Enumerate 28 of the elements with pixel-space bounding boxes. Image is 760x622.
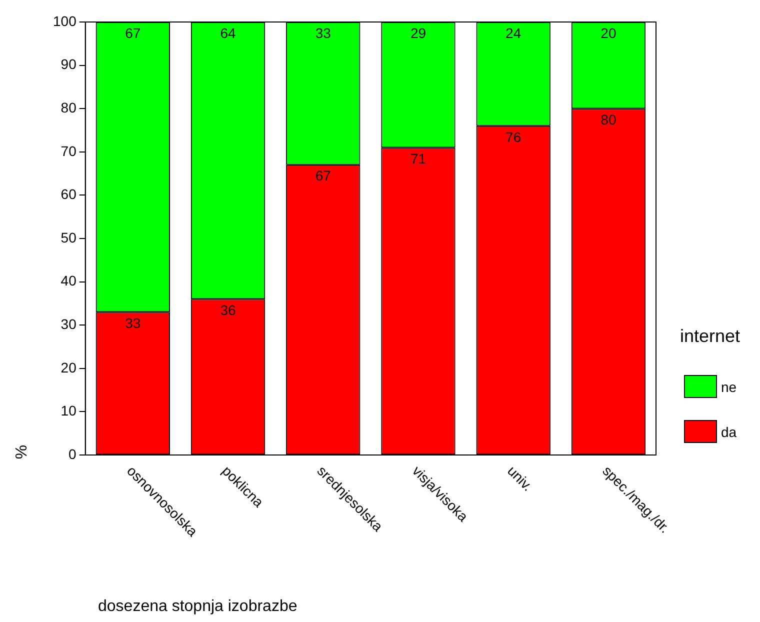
data-label: 36 — [220, 302, 236, 318]
data-label: 64 — [220, 24, 236, 41]
data-label: 33 — [315, 24, 332, 41]
x-axis-title: dosezena stopnja izobrazbe — [98, 598, 298, 615]
y-tick-label: 90 — [60, 56, 77, 72]
y-tick-label: 40 — [60, 272, 77, 289]
data-label: 24 — [506, 24, 522, 41]
data-label: 33 — [125, 314, 141, 331]
legend-label: ne — [721, 378, 737, 394]
y-tick-label: 70 — [60, 142, 77, 159]
data-label: 67 — [125, 24, 141, 41]
y-tick-label: 20 — [60, 359, 77, 376]
data-label: 80 — [600, 111, 616, 128]
y-axis-title: % — [13, 444, 30, 460]
y-tick-label: 0 — [68, 446, 77, 462]
y-tick-label: 80 — [60, 99, 77, 116]
y-tick-label: 10 — [60, 402, 77, 419]
y-tick-label: 50 — [60, 229, 77, 246]
y-tick-label: 60 — [60, 186, 77, 202]
data-label: 71 — [410, 150, 426, 166]
data-label: 67 — [315, 168, 332, 184]
data-label: 76 — [506, 128, 522, 145]
y-tick-label: 30 — [60, 316, 77, 332]
legend-title: internet — [680, 326, 740, 347]
data-label: 29 — [410, 24, 426, 41]
y-tick-label: 100 — [53, 12, 77, 29]
data-label: 20 — [600, 24, 616, 41]
text: da — [721, 424, 737, 440]
